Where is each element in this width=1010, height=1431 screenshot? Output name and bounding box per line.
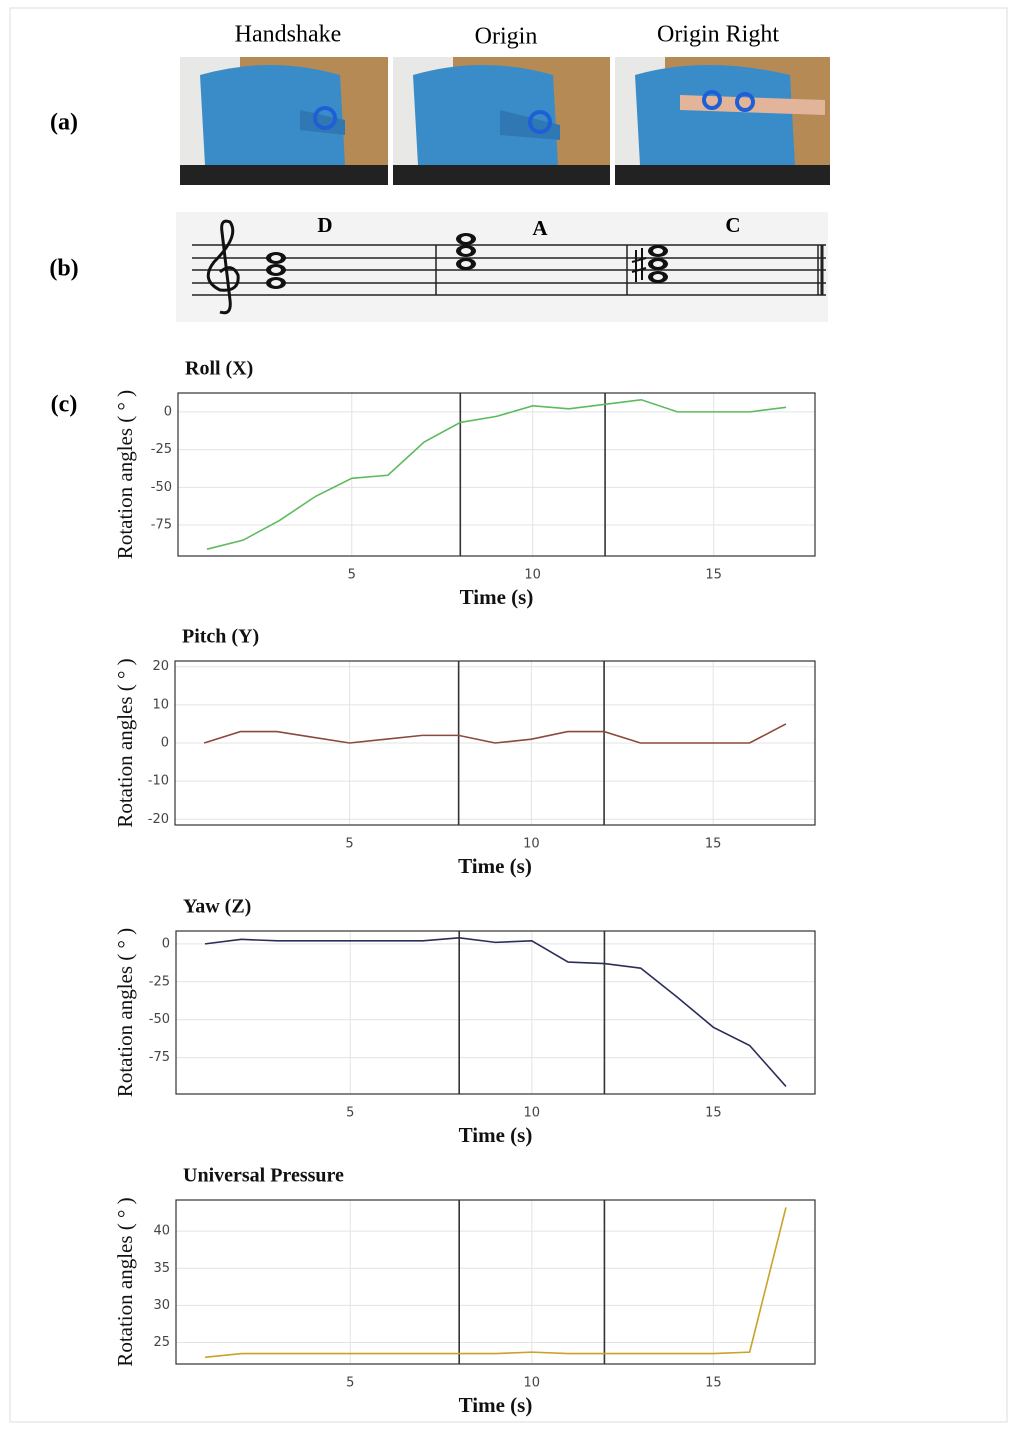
panel-label: (c)	[51, 392, 78, 418]
x-tick-label: 5	[346, 1106, 354, 1121]
x-tick-label: 15	[705, 1106, 722, 1121]
music-staff	[176, 212, 828, 322]
x-tick-label: 10	[523, 837, 540, 852]
photo-caption: Handshake	[235, 22, 342, 48]
y-tick-label: 30	[153, 1298, 170, 1313]
x-tick-label: 15	[705, 568, 722, 583]
x-axis-label: Time (s)	[460, 585, 534, 609]
y-tick-label: 10	[152, 697, 169, 712]
photo-caption: Origin	[475, 24, 538, 50]
y-tick-label: -75	[151, 518, 172, 533]
photo	[393, 57, 610, 185]
y-tick-label: -20	[148, 812, 169, 827]
chord-label: C	[725, 213, 740, 237]
chart-title: Pitch (Y)	[182, 626, 259, 648]
y-tick-label: 20	[152, 659, 169, 674]
x-axis-label: Time (s)	[459, 1123, 533, 1147]
data-line	[206, 398, 787, 550]
y-tick-label: 25	[153, 1335, 170, 1350]
chart-title: Universal Pressure	[183, 1165, 344, 1187]
y-tick-label: -25	[149, 974, 170, 989]
y-tick-label: -25	[151, 442, 172, 457]
chart-title: Yaw (Z)	[183, 896, 251, 918]
data-line	[204, 937, 787, 1087]
panel-label: (a)	[50, 110, 78, 136]
y-tick-label: -75	[149, 1050, 170, 1065]
x-axis-label: Time (s)	[458, 854, 532, 878]
chord-label: A	[532, 216, 548, 240]
data-line	[203, 723, 787, 744]
y-tick-label: 40	[153, 1224, 170, 1239]
x-tick-label: 5	[345, 837, 353, 852]
y-tick-label: 0	[161, 736, 169, 751]
x-tick-label: 5	[346, 1376, 354, 1391]
plot-frame	[175, 930, 816, 1095]
plot-frame	[174, 660, 816, 826]
y-axis-label: Rotation angles ( ° )	[113, 390, 137, 559]
y-axis-label: Rotation angles ( ° )	[113, 658, 137, 827]
x-tick-label: 10	[524, 568, 541, 583]
photo	[180, 57, 388, 185]
y-tick-label: -50	[151, 480, 172, 495]
x-tick-label: 5	[348, 568, 356, 583]
y-tick-label: -10	[148, 774, 169, 789]
plot-frame	[175, 1199, 816, 1365]
y-axis-label: Rotation angles ( ° )	[113, 1197, 137, 1366]
x-tick-label: 15	[705, 837, 722, 852]
x-axis-label: Time (s)	[459, 1393, 533, 1417]
photo	[615, 57, 830, 185]
x-tick-label: 10	[524, 1376, 541, 1391]
x-tick-label: 15	[705, 1376, 722, 1391]
plot-frame	[177, 392, 816, 557]
y-tick-label: 35	[153, 1261, 170, 1276]
chord-label: D	[317, 213, 332, 237]
y-tick-label: -50	[149, 1012, 170, 1027]
y-tick-label: 0	[162, 936, 170, 951]
chart-title: Roll (X)	[185, 358, 253, 380]
y-axis-label: Rotation angles ( ° )	[113, 928, 137, 1097]
photo-caption: Origin Right	[657, 22, 779, 48]
data-line	[204, 1207, 787, 1359]
panel-label: (b)	[49, 256, 78, 282]
x-tick-label: 10	[524, 1106, 541, 1121]
y-tick-label: 0	[164, 404, 172, 419]
